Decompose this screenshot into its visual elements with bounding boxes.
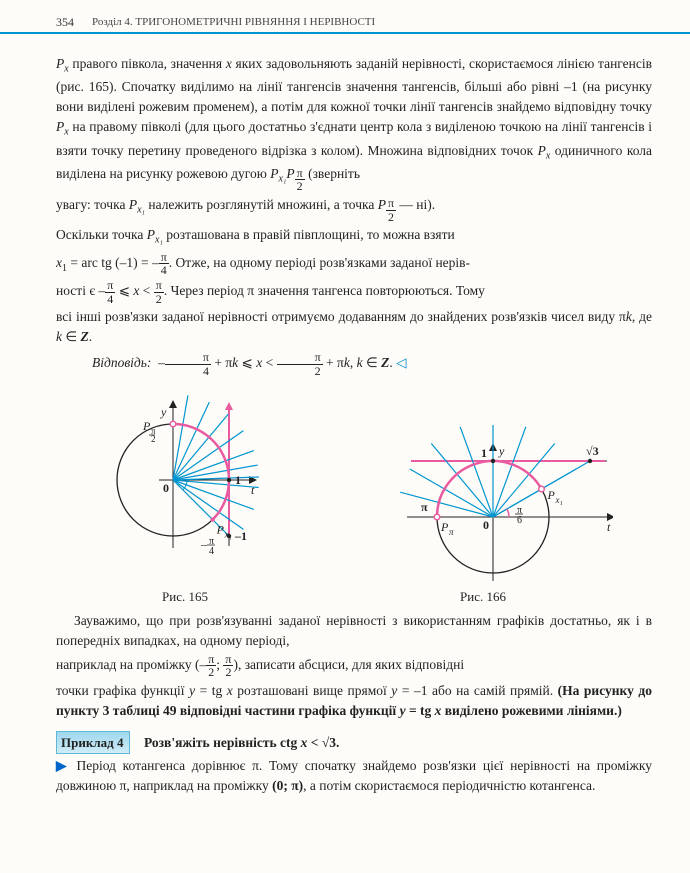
svg-text:1: 1 xyxy=(481,446,487,460)
example-4-line: Приклад 4 Розв'яжіть нерівність ctg x < … xyxy=(56,731,652,754)
section-header: Розділ 4. ТРИГОНОМЕТРИЧНІ РІВНЯННЯ І НЕР… xyxy=(92,14,375,30)
svg-text:–1: –1 xyxy=(234,529,247,543)
fig166-caption: Рис. 166 xyxy=(353,587,613,606)
svg-text:y: y xyxy=(160,405,167,419)
svg-text:4: 4 xyxy=(209,546,214,557)
body-content: Px правого півкола, значення x яких задо… xyxy=(56,54,652,796)
svg-text:P: P xyxy=(546,488,555,502)
paragraph-10: ▶ Період котангенса дорівнює π. Тому спо… xyxy=(56,756,652,796)
paragraph-1: Px правого півкола, значення x яких задо… xyxy=(56,54,652,193)
example-label: Приклад 4 xyxy=(56,731,130,754)
svg-text:–: – xyxy=(200,537,208,551)
svg-text:π: π xyxy=(449,527,454,537)
textbook-page: 354 Розділ 4. ТРИГОНОМЕТРИЧНІ РІВНЯННЯ І… xyxy=(0,0,690,873)
svg-text:6: 6 xyxy=(517,515,522,526)
figures-row: yt01–1Pπ2Px₁–π4 Рис. 165 yt01√3πPπPx₁π6 … xyxy=(56,385,652,606)
svg-text:P: P xyxy=(142,419,151,433)
svg-text:1: 1 xyxy=(235,473,241,487)
figure-166: yt01√3πPπPx₁π6 Рис. 166 xyxy=(353,425,613,606)
paragraph-9: точки графіка функції y = tg x розташова… xyxy=(56,681,652,721)
paragraph-4: x1 = arc tg (–1) = –π4. Отже, на одному … xyxy=(56,251,652,277)
svg-text:x₁: x₁ xyxy=(224,530,232,540)
fig166-svg: yt01√3πPπPx₁π6 xyxy=(353,425,613,585)
svg-text:t: t xyxy=(607,520,611,534)
svg-text:t: t xyxy=(251,483,255,497)
fig165-caption: Рис. 165 xyxy=(95,587,275,606)
svg-text:P: P xyxy=(440,520,449,534)
fig165-svg: yt01–1Pπ2Px₁–π4 xyxy=(95,385,275,585)
svg-text:x₁: x₁ xyxy=(554,495,562,505)
paragraph-6: всі інші розв'язки заданої нерівності от… xyxy=(56,307,652,347)
svg-text:y: y xyxy=(498,444,505,458)
page-number: 354 xyxy=(56,14,74,32)
paragraph-5: ності є –π4 ⩽ x < π2. Через період π зна… xyxy=(56,279,652,305)
paragraph-7: Зауважимо, що при розв'язуванні заданої … xyxy=(56,611,652,651)
blue-triangle-icon: ▶ xyxy=(56,758,70,773)
svg-text:√3: √3 xyxy=(586,444,599,458)
svg-text:0: 0 xyxy=(483,518,489,532)
paragraph-2: увагу: точка Px₁ належить розглянутій мн… xyxy=(56,195,652,223)
svg-text:π: π xyxy=(421,500,428,514)
svg-text:0: 0 xyxy=(163,481,169,495)
paragraph-8: наприклад на проміжку (–π2; π2), записат… xyxy=(56,653,652,679)
svg-text:P: P xyxy=(216,523,225,537)
header-rule xyxy=(0,32,690,34)
answer-line: Відповідь: –π4 + πk ⩽ x < π2 + πk, k ∈ Z… xyxy=(56,351,652,377)
paragraph-3: Оскільки точка Px₁ розташована в правій … xyxy=(56,225,652,248)
figure-165: yt01–1Pπ2Px₁–π4 Рис. 165 xyxy=(95,385,275,606)
svg-text:2: 2 xyxy=(151,434,156,444)
